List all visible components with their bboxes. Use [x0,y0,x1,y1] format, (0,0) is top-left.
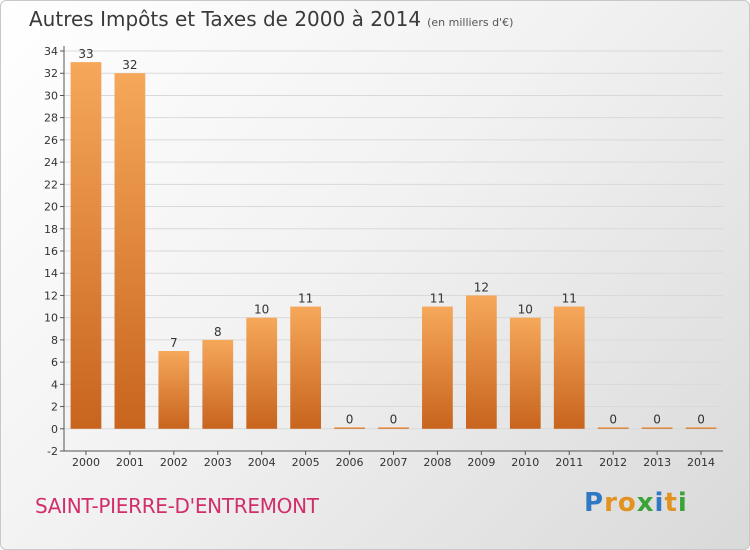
commune-name: SAINT-PIERRE-D'ENTREMONT [35,494,319,518]
y-tick-label: 22 [44,178,58,191]
bar-2006 [334,427,365,429]
bar-value-label: 11 [298,292,313,306]
x-tick-label: 2002 [160,456,188,469]
y-tick-label: 0 [51,423,58,436]
x-tick-label: 2009 [467,456,495,469]
bar-value-label: 11 [430,292,445,306]
x-tick-label: 2014 [687,456,715,469]
bar-value-label: 0 [390,412,398,426]
logo-letter: i [654,488,665,518]
logo-letter: t [664,488,678,518]
y-tick-label: 2 [51,401,58,414]
bar-value-label: 0 [697,412,705,426]
y-tick-label: 32 [44,67,58,80]
logo-letter: o [617,488,637,518]
bar-value-label: 33 [78,47,93,61]
bar-2009 [465,295,497,429]
bar-2005 [290,306,322,429]
bar-2001 [114,73,146,429]
y-tick-label: 28 [44,112,58,125]
logo-letter: r [604,488,618,518]
bar-value-label: 0 [609,412,617,426]
y-tick-label: 4 [51,378,58,391]
x-tick-label: 2008 [423,456,451,469]
x-tick-labels: 2000 2001 2002 2003 2004 2005 2006 2007 2008 2009… [72,456,715,469]
x-tick-label: 2000 [72,456,100,469]
chart-title: Autres Impôts et Taxes de 2000 à 2014 (en… [29,7,513,31]
x-tick-label: 2011 [555,456,583,469]
bar-value-label: 8 [214,325,222,339]
bar-value-label: 32 [122,58,137,72]
bar-value-label: 12 [474,280,489,294]
bar-value-label: 10 [254,303,269,317]
axes [60,46,723,455]
bar-value-label: 10 [518,303,533,317]
bar-2008 [422,306,453,429]
y-tick-label: 12 [44,289,58,302]
x-tick-label: 2007 [380,456,408,469]
bar-2003 [202,339,234,429]
y-tick-label: 16 [44,245,58,258]
y-tick-label: 10 [44,312,58,325]
y-tick-label: 24 [44,156,58,169]
bar-value-label: 0 [653,412,661,426]
chart-title-text: Autres Impôts et Taxes de 2000 à 2014 [29,7,422,31]
y-tick-label: 8 [51,334,58,347]
logo-letter: x [636,488,655,518]
y-tick-label: 20 [44,201,58,214]
y-tick-label: 34 [44,45,58,58]
bar-2014 [685,427,717,429]
bars [70,62,717,429]
bar-2010 [509,317,541,429]
bar-2011 [553,306,585,429]
y-tick-label: 30 [44,89,58,102]
x-tick-label: 2010 [511,456,539,469]
x-tick-label: 2001 [116,456,144,469]
proxiti-logo: Proxiti [584,488,688,518]
y-tick-label: -2 [47,445,58,458]
y-tick-label: 18 [44,223,58,236]
bar-value-label: 7 [170,336,178,350]
bar-2013 [641,427,673,429]
y-tick-label: 26 [44,134,58,147]
logo-letter: P [584,488,605,518]
bar-value-label: 11 [562,292,577,306]
y-tick-label: 14 [44,267,58,280]
x-tick-label: 2006 [336,456,364,469]
bar-labels: 33 32 7 8 10 11 0 0 11 12 10 11 0 0 0 [78,47,705,426]
bar-2004 [246,317,278,429]
bar-2000 [70,62,102,429]
bar-value-label: 0 [346,412,354,426]
x-tick-label: 2003 [204,456,232,469]
bar-2002 [158,351,190,429]
bar-2012 [597,427,629,429]
bar-2007 [378,427,409,429]
x-tick-label: 2012 [599,456,627,469]
logo-letter: i [677,488,688,518]
chart-subtitle: (en milliers d'€) [427,16,514,29]
x-tick-label: 2005 [292,456,320,469]
x-tick-label: 2013 [643,456,671,469]
y-tick-label: 6 [51,356,58,369]
x-tick-label: 2004 [248,456,276,469]
